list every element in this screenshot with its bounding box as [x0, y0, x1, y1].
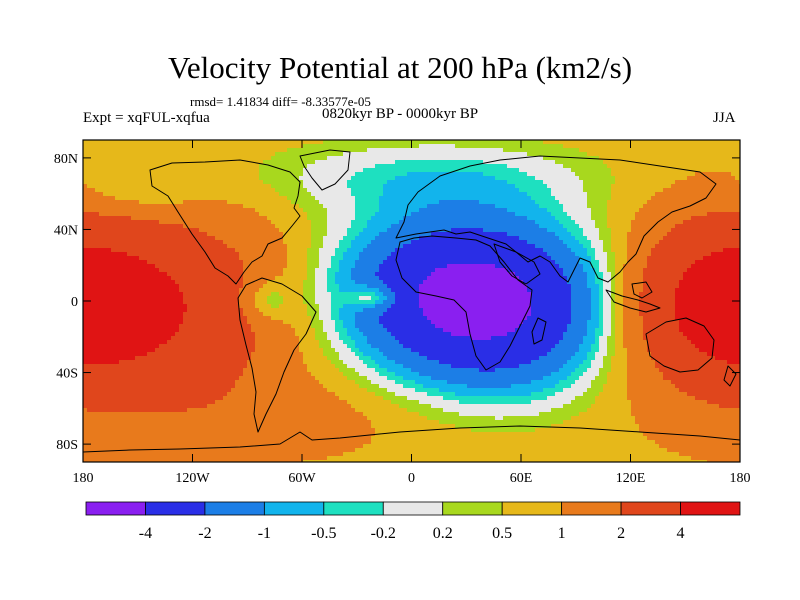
map-axes: 180 120W 60W 0 60E 120E 180 80N 40N 0 40S 80S	[54, 140, 751, 486]
x-tick-label: 60W	[288, 471, 316, 486]
y-tick-label: 80N	[54, 152, 78, 167]
colorbar-label: -1	[258, 525, 271, 542]
colorbar-label: 0.2	[433, 525, 453, 542]
contour-field	[83, 140, 740, 462]
page-title: Velocity Potential at 200 hPa (km2/s)	[167, 50, 633, 85]
coast-madagascar	[531, 317, 547, 345]
colorbar-swatch	[145, 501, 206, 516]
coast-africa	[395, 235, 533, 371]
colorbar: -4 -2 -1 -0.5 -0.2 0.2 0.5 1 2 4	[85, 501, 741, 542]
x-tick-label: 0	[408, 471, 415, 486]
colorbar-swatch	[501, 501, 563, 516]
colorbar-swatch	[442, 501, 503, 516]
coast-south-america	[237, 277, 317, 433]
colorbar-label: 1	[558, 525, 566, 542]
colorbar-swatch	[680, 501, 741, 516]
stats-label: rmsd= 1.41834 diff= -8.33577e-05	[190, 94, 371, 109]
colorbar-swatch	[204, 501, 265, 516]
coastlines	[83, 149, 740, 453]
colorbar-label: -2	[198, 525, 211, 542]
y-tick-label: 80S	[56, 438, 78, 453]
colorbar-label: 4	[677, 525, 685, 542]
colorbar-swatch	[620, 501, 681, 516]
coast-australia	[645, 317, 715, 373]
x-tick-label: 120W	[175, 471, 210, 486]
colorbar-label: -4	[139, 525, 152, 542]
colorbar-swatch	[263, 501, 325, 516]
coast-new-zealand	[723, 365, 737, 387]
x-tick-label: 180	[73, 471, 94, 486]
colorbar-swatch	[561, 501, 622, 516]
x-tick-label: 120E	[616, 471, 646, 486]
coast-greenland	[299, 149, 351, 191]
colorbar-label: 2	[617, 525, 625, 542]
colorbar-swatch	[85, 501, 146, 516]
coast-north-america	[149, 159, 301, 285]
x-tick-label: 180	[730, 471, 751, 486]
coast-eurasia	[395, 155, 717, 283]
season-label: JJA	[713, 110, 736, 126]
coast-borneo	[631, 281, 653, 299]
x-tick-label: 60E	[510, 471, 533, 486]
colorbar-swatch	[323, 501, 384, 516]
y-tick-label: 40S	[56, 367, 78, 382]
colorbar-label: -0.5	[311, 525, 336, 542]
colorbar-label: -0.2	[371, 525, 396, 542]
coast-arabia	[493, 243, 541, 285]
colorbar-label: 0.5	[492, 525, 512, 542]
y-tick-label: 0	[71, 295, 78, 310]
period-label: 0820kyr BP - 0000kyr BP	[322, 106, 479, 122]
experiment-label: Expt = xqFUL-xqfua	[83, 110, 210, 126]
colorbar-swatch	[382, 501, 444, 516]
coast-antarctica	[83, 425, 740, 453]
y-tick-label: 40N	[54, 223, 78, 238]
coast-indonesia	[605, 289, 661, 313]
